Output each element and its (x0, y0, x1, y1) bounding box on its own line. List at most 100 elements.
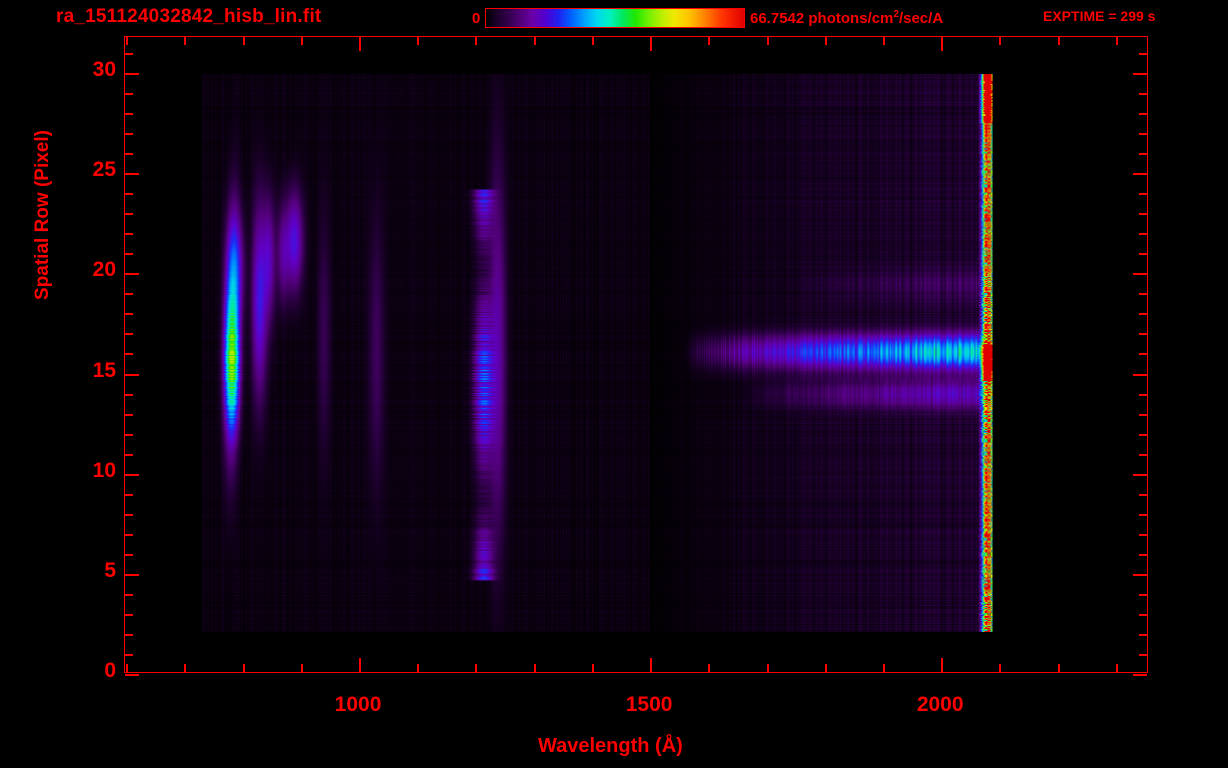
tick-mark (125, 653, 133, 656)
tick-mark (125, 353, 133, 356)
tick-mark (1057, 37, 1060, 45)
tick-mark (1139, 393, 1147, 396)
tick-mark (1139, 613, 1147, 616)
tick-mark (125, 253, 133, 256)
y-tick-label: 20 (92, 258, 116, 282)
tick-mark (941, 658, 944, 672)
tick-mark (125, 193, 133, 196)
tick-mark (1115, 37, 1118, 45)
y-tick-label: 15 (92, 358, 116, 382)
tick-mark (184, 37, 187, 45)
tick-mark (1139, 493, 1147, 496)
tick-mark (999, 664, 1002, 672)
tick-mark (1139, 213, 1147, 216)
plot-frame (124, 36, 1148, 676)
tick-mark (1133, 674, 1147, 676)
y-tick-label: 30 (92, 58, 116, 82)
tick-mark (1139, 333, 1147, 336)
tick-mark (1133, 173, 1147, 176)
tick-mark (359, 37, 362, 51)
y-tick-label: 25 (92, 158, 116, 182)
tick-mark (1139, 533, 1147, 536)
tick-mark (1139, 453, 1147, 456)
tick-mark (1139, 633, 1147, 636)
tick-mark (125, 213, 133, 216)
tick-mark (475, 37, 478, 45)
tick-mark (125, 113, 133, 116)
tick-mark (475, 664, 478, 672)
exptime-label: EXPTIME = 299 s (1043, 8, 1156, 24)
tick-mark (417, 664, 420, 672)
tick-mark (125, 533, 133, 536)
y-tick-label: 5 (104, 558, 116, 582)
tick-mark (125, 413, 133, 416)
tick-mark (1133, 573, 1147, 576)
tick-mark (300, 37, 303, 45)
tick-mark (1139, 513, 1147, 516)
tick-mark (1133, 273, 1147, 276)
tick-mark (1139, 113, 1147, 116)
tick-mark (650, 37, 653, 51)
tick-mark (824, 664, 827, 672)
tick-mark (766, 37, 769, 45)
tick-mark (125, 674, 139, 676)
tick-mark (1139, 253, 1147, 256)
tick-mark (125, 493, 133, 496)
tick-mark (125, 553, 133, 556)
tick-mark (125, 273, 139, 276)
tick-mark (882, 664, 885, 672)
colorbar-units-superscript: 2 (893, 9, 899, 20)
tick-mark (1139, 233, 1147, 236)
tick-mark (125, 173, 139, 176)
tick-mark (1139, 593, 1147, 596)
tick-mark (125, 233, 133, 236)
tick-mark (1139, 553, 1147, 556)
tick-mark (417, 37, 420, 45)
tick-mark (591, 37, 594, 45)
tick-mark (533, 37, 536, 45)
tick-mark (1139, 653, 1147, 656)
tick-mark (242, 37, 245, 45)
tick-mark (1133, 473, 1147, 476)
tick-mark (941, 37, 944, 51)
tick-mark (766, 664, 769, 672)
tick-mark (882, 37, 885, 45)
tick-mark (125, 93, 133, 96)
tick-mark (126, 664, 129, 672)
tick-mark (1139, 353, 1147, 356)
tick-mark (125, 333, 133, 336)
tick-mark (125, 133, 133, 136)
tick-mark (1139, 293, 1147, 296)
tick-mark (1139, 193, 1147, 196)
colorbar-units-tail: /sec/A (898, 10, 944, 27)
tick-mark (708, 37, 711, 45)
tick-mark (184, 664, 187, 672)
x-tick-label: 1500 (625, 693, 673, 716)
tick-mark (1139, 133, 1147, 136)
tick-mark (824, 37, 827, 45)
tick-mark (125, 473, 139, 476)
tick-mark (125, 373, 139, 376)
x-tick-label: 2000 (916, 693, 964, 716)
tick-mark (125, 313, 133, 316)
tick-mark (125, 573, 139, 576)
tick-mark (125, 613, 133, 616)
tick-mark (1057, 664, 1060, 672)
tick-mark (1133, 373, 1147, 376)
colorbar-min-label: 0 (472, 10, 481, 27)
y-tick-label: 10 (92, 458, 116, 482)
x-axis-title: Wavelength (Å) (538, 735, 683, 757)
tick-mark (999, 37, 1002, 45)
tick-mark (242, 664, 245, 672)
tick-mark (125, 73, 139, 76)
tick-mark (359, 658, 362, 672)
tick-mark (1139, 153, 1147, 156)
file-title: ra_151124032842_hisb_lin.fit (56, 6, 322, 27)
y-axis-title: Spatial Row (Pixel) (32, 130, 53, 300)
tick-mark (533, 664, 536, 672)
tick-mark (1133, 73, 1147, 76)
colorbar-max-label: 66.7542 photons/cm2/sec/A (750, 9, 943, 27)
tick-mark (1139, 413, 1147, 416)
tick-mark (1139, 53, 1147, 56)
